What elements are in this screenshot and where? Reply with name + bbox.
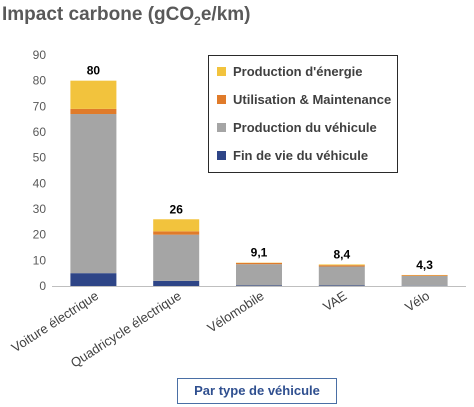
bar-segment — [401, 275, 448, 286]
y-tick-label: 50 — [33, 151, 47, 165]
legend-item-utilisation-maintenance: Utilisation & Maintenance — [217, 92, 391, 107]
bar-segment — [318, 266, 365, 286]
bar-segment — [236, 285, 282, 286]
bar-segment — [153, 234, 200, 281]
bar-segment — [318, 264, 365, 266]
bar-segment — [153, 280, 200, 286]
bar-segment — [318, 285, 365, 286]
bar-segment — [70, 108, 117, 115]
y-tick-label: 40 — [33, 176, 47, 190]
chart-legend: Production d'énergie Utilisation & Maint… — [208, 55, 398, 173]
bar-segment — [70, 273, 117, 286]
bar-segment — [153, 219, 200, 232]
legend-item-production-energie: Production d'énergie — [217, 64, 363, 79]
y-tick-label: 70 — [33, 99, 47, 113]
y-tick-label: 30 — [33, 202, 47, 216]
data-label-total: 26 — [170, 202, 184, 216]
data-label-total: 8,4 — [333, 247, 350, 261]
chart-title: Impact carbone (gCO2e/km) — [2, 4, 251, 28]
y-tick-label: 80 — [33, 74, 47, 88]
legend-swatch-production-energie — [217, 67, 226, 76]
bar-segment — [236, 262, 282, 265]
legend-item-production-vehicule: Production du véhicule — [217, 120, 377, 135]
y-tick-label: 0 — [39, 279, 46, 293]
legend-swatch-utilisation-maintenance — [217, 95, 226, 104]
bar-segment — [401, 275, 448, 276]
y-tick-label: 60 — [33, 125, 47, 139]
bar-segment — [70, 114, 117, 274]
data-label-total: 80 — [87, 64, 101, 78]
x-category-label: VAE — [320, 288, 349, 314]
x-category-label: Vélo — [402, 288, 432, 315]
y-tick-label: 10 — [33, 253, 47, 267]
x-category-label: Vélomobile — [205, 288, 267, 336]
data-label-total: 9,1 — [251, 246, 268, 260]
x-axis-title: Par type de véhicule — [177, 378, 337, 404]
y-tick-label: 20 — [33, 228, 47, 242]
bar-segment — [70, 80, 117, 109]
legend-item-fin-de-vie: Fin de vie du véhicule — [217, 148, 368, 163]
data-label-total: 4,3 — [416, 258, 433, 272]
legend-swatch-production-vehicule — [217, 123, 226, 132]
y-tick-label: 90 — [33, 48, 47, 62]
bar-segment — [236, 264, 282, 286]
legend-swatch-fin-de-vie — [217, 151, 226, 160]
bar-segment — [153, 231, 200, 235]
bar-segment — [318, 265, 365, 267]
